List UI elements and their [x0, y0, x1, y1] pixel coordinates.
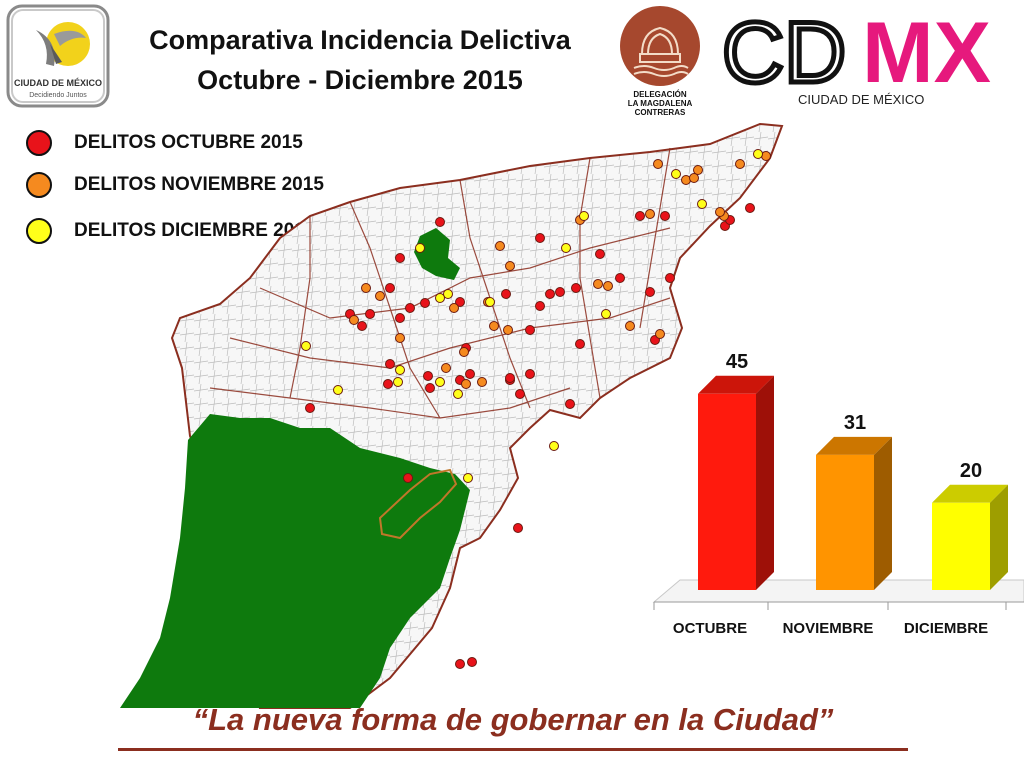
legend-item-octubre: DELITOS OCTUBRE 2015: [26, 126, 303, 160]
forest-area: [120, 414, 470, 708]
bar-top-octubre: [698, 375, 774, 394]
title-line-1: Comparativa Incidencia Delictiva: [149, 25, 571, 55]
legend-item-diciembre: DELITOS DICIEMBRE 2015: [26, 214, 315, 248]
page-title: Comparativa Incidencia Delictiva Octubre…: [120, 20, 600, 100]
legend-label-octubre: DELITOS OCTUBRE 2015: [74, 132, 303, 153]
ciudad-de-mexico-logo: CIUDAD DE MÉXICO Decidiendo Juntos: [6, 4, 110, 108]
colonia-borders: [209, 147, 671, 419]
orange-dot-icon: [26, 172, 52, 198]
data-label-diciembre: 20: [960, 460, 982, 482]
bar-side-noviembre: [874, 436, 892, 590]
legend-label-noviembre: DELITOS NOVIEMBRE 2015: [74, 174, 324, 195]
category-label-noviembre: NOVIEMBRE: [783, 620, 874, 637]
delegacion-line-1: DELEGACIÓN: [633, 90, 687, 99]
bars-group: [698, 375, 1008, 590]
park-area: [414, 228, 460, 280]
category-label-diciembre: DICIEMBRE: [904, 620, 988, 637]
delegacion-line-3: CONTRERAS: [635, 108, 686, 117]
category-label-octubre: OCTUBRE: [673, 620, 747, 637]
legend-item-noviembre: DELITOS NOVIEMBRE 2015: [26, 168, 324, 202]
left-logo-tagline: Decidiendo Juntos: [29, 92, 87, 99]
data-label-noviembre: 31: [844, 412, 866, 434]
slogan: “La nueva forma de gobernar en la Ciudad…: [192, 702, 834, 737]
title-line-2: Octubre - Diciembre 2015: [197, 65, 523, 95]
data-label-octubre: 45: [726, 351, 748, 373]
cdmx-wordmark-black: CD: [722, 8, 846, 101]
bar-noviembre: [816, 454, 874, 590]
legend-label-diciembre: DELITOS DICIEMBRE 2015: [74, 220, 316, 241]
bar-top-noviembre: [816, 436, 892, 455]
bar-diciembre: [932, 502, 990, 590]
delegacion-map: [120, 122, 784, 709]
delegacion-line-2: LA MAGDALENA: [628, 99, 693, 108]
bar-side-diciembre: [990, 484, 1008, 590]
cdmx-wordmark-pink: MX: [862, 8, 991, 101]
left-logo-name: CIUDAD DE MÉXICO: [14, 78, 102, 88]
delegacion-logo: DELEGACIÓN LA MAGDALENA CONTRERAS: [620, 6, 700, 117]
red-dot-icon: [26, 130, 52, 156]
cdmx-subtitle: CIUDAD DE MÉXICO: [798, 92, 924, 107]
trail-outline: [378, 468, 458, 540]
bar-octubre: [698, 393, 756, 590]
incident-dots: [301, 149, 771, 669]
cdmx-logo: CD MX CIUDAD DE MÉXICO: [722, 8, 991, 107]
yellow-dot-icon: [26, 218, 52, 244]
bar-top-diciembre: [932, 484, 1008, 503]
slogan-underline: [118, 748, 908, 751]
bar-side-octubre: [756, 375, 774, 590]
bar-chart: 45 31 20 OCTUBRE NOVIEMBRE DICIEMBRE: [652, 351, 1024, 637]
